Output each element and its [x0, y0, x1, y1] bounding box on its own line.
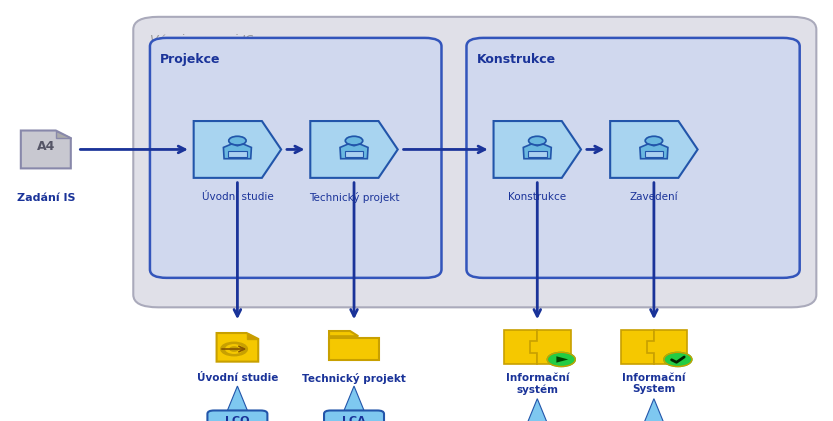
Circle shape	[547, 352, 576, 367]
Polygon shape	[340, 144, 368, 159]
FancyBboxPatch shape	[645, 151, 663, 157]
Circle shape	[346, 136, 362, 145]
Text: A4: A4	[37, 141, 55, 153]
Polygon shape	[556, 356, 568, 362]
Polygon shape	[21, 131, 71, 168]
Polygon shape	[527, 399, 547, 421]
Text: Úvodní studie: Úvodní studie	[202, 192, 273, 203]
Text: Zadání IS: Zadání IS	[17, 193, 75, 203]
FancyBboxPatch shape	[133, 17, 816, 307]
Polygon shape	[329, 331, 358, 336]
Text: Zavedení: Zavedení	[630, 192, 678, 203]
FancyBboxPatch shape	[345, 151, 363, 157]
Circle shape	[529, 136, 546, 145]
Polygon shape	[193, 121, 281, 178]
Text: Úvodní studie: Úvodní studie	[197, 373, 278, 383]
Polygon shape	[530, 330, 571, 364]
FancyBboxPatch shape	[466, 38, 800, 278]
Polygon shape	[646, 330, 687, 364]
Text: Vývoj a rozvoj IS: Vývoj a rozvoj IS	[150, 34, 253, 47]
Polygon shape	[610, 121, 698, 178]
Text: Technický projekt: Technický projekt	[309, 192, 399, 203]
Polygon shape	[644, 399, 664, 421]
FancyBboxPatch shape	[150, 38, 441, 278]
Text: Technický projekt: Technický projekt	[302, 373, 406, 384]
Text: Konstrukce: Konstrukce	[476, 53, 556, 66]
Text: Projekce: Projekce	[160, 53, 221, 66]
Text: Informační
systém: Informační systém	[506, 373, 569, 395]
Polygon shape	[640, 144, 668, 159]
Polygon shape	[344, 386, 364, 410]
Polygon shape	[227, 386, 247, 410]
Text: LCA: LCA	[342, 416, 366, 421]
FancyBboxPatch shape	[324, 410, 384, 421]
Polygon shape	[523, 144, 551, 159]
Polygon shape	[621, 330, 661, 364]
Circle shape	[230, 347, 238, 351]
Circle shape	[664, 352, 692, 367]
FancyBboxPatch shape	[207, 410, 267, 421]
Circle shape	[646, 136, 662, 145]
FancyBboxPatch shape	[528, 151, 546, 157]
Polygon shape	[504, 330, 545, 364]
Polygon shape	[310, 121, 398, 178]
Polygon shape	[217, 333, 258, 362]
Text: Informační
System: Informační System	[622, 373, 686, 394]
Polygon shape	[247, 333, 258, 339]
Circle shape	[229, 136, 246, 145]
Circle shape	[226, 345, 242, 353]
Polygon shape	[223, 144, 252, 159]
Text: LCO: LCO	[225, 416, 250, 421]
Text: Konstrukce: Konstrukce	[508, 192, 566, 203]
FancyBboxPatch shape	[329, 338, 379, 360]
Polygon shape	[56, 131, 71, 138]
Circle shape	[221, 342, 247, 356]
Polygon shape	[493, 121, 581, 178]
FancyBboxPatch shape	[228, 151, 247, 157]
